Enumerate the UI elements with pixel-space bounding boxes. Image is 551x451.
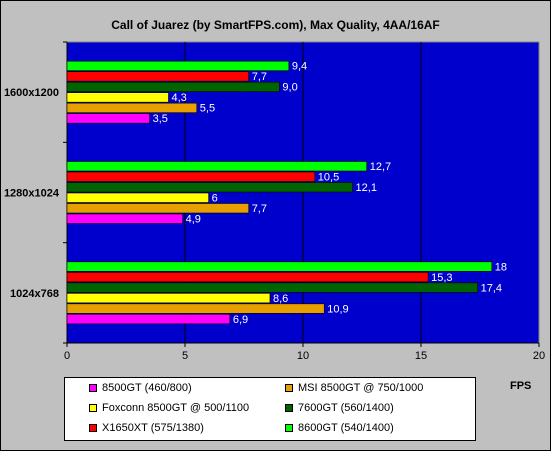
bar xyxy=(66,113,150,124)
data-label: 15,3 xyxy=(431,272,452,284)
x-tick-label: 5 xyxy=(182,350,188,362)
category-label: 1024x768 xyxy=(10,288,59,300)
data-label: 7,7 xyxy=(252,71,267,83)
category-label: 1600x1200 xyxy=(4,87,59,99)
legend-swatch xyxy=(285,384,293,392)
data-label: 12,1 xyxy=(356,182,377,194)
bar xyxy=(66,81,280,92)
data-label: 6,9 xyxy=(233,314,248,326)
bar xyxy=(66,293,271,304)
bar xyxy=(66,102,198,113)
bar xyxy=(66,303,325,314)
data-label: 10,5 xyxy=(318,172,339,184)
legend-label: 8600GT (540/1400) xyxy=(298,422,394,434)
legend-swatch xyxy=(89,404,97,412)
data-label: 8,6 xyxy=(273,293,288,305)
legend-swatch xyxy=(285,404,293,412)
data-label: 3,5 xyxy=(153,113,168,125)
data-label: 5,5 xyxy=(200,103,215,115)
bar xyxy=(66,92,169,103)
legend-label: MSI 8500GT @ 750/1000 xyxy=(298,382,424,394)
data-label: 10,9 xyxy=(327,303,348,315)
x-axis-label: FPS xyxy=(510,380,532,392)
legend-label: X1650XT (575/1380) xyxy=(102,422,204,434)
bar xyxy=(66,261,493,272)
data-label: 9,0 xyxy=(282,82,297,94)
legend-swatch xyxy=(89,424,97,432)
legend-item: X1650XT (575/1380) xyxy=(89,422,204,434)
bar xyxy=(66,71,250,82)
x-tick-label: 10 xyxy=(297,350,309,362)
data-label: 6 xyxy=(212,193,218,205)
bar xyxy=(66,314,231,325)
data-label: 17,4 xyxy=(481,282,502,294)
legend-label: 7600GT (560/1400) xyxy=(298,402,394,414)
category-label: 1280x1024 xyxy=(4,188,60,200)
chart-title: Call of Juarez (by SmartFPS.com), Max Qu… xyxy=(111,18,440,32)
bar xyxy=(66,192,209,203)
data-label: 7,7 xyxy=(252,203,267,215)
legend-item: 8500GT (460/800) xyxy=(89,382,192,394)
data-label: 12,7 xyxy=(370,161,391,173)
bar xyxy=(66,161,368,172)
legend-item: 7600GT (560/1400) xyxy=(285,402,394,414)
legend-label: 8500GT (460/800) xyxy=(102,382,192,394)
legend: 8500GT (460/800) MSI 8500GT @ 750/1000 Fox… xyxy=(64,377,476,441)
x-tick-label: 15 xyxy=(415,350,427,362)
bar xyxy=(66,213,183,224)
data-label: 9,4 xyxy=(292,61,307,73)
legend-item: 8600GT (540/1400) xyxy=(285,422,394,434)
bar xyxy=(66,171,316,182)
data-label: 4,3 xyxy=(171,92,186,104)
legend-label: Foxconn 8500GT @ 500/1100 xyxy=(102,402,250,414)
legend-swatch xyxy=(285,424,293,432)
data-label: 4,9 xyxy=(186,214,201,226)
data-label: 18 xyxy=(495,261,507,273)
bar xyxy=(66,60,290,71)
x-tick-label: 20 xyxy=(533,350,545,362)
x-tick-label: 0 xyxy=(64,350,70,362)
legend-swatch xyxy=(89,384,97,392)
legend-item: Foxconn 8500GT @ 500/1100 xyxy=(89,402,249,414)
bar xyxy=(66,272,429,283)
bar xyxy=(66,282,478,293)
legend-item: MSI 8500GT @ 750/1000 xyxy=(285,382,423,394)
bar xyxy=(66,203,250,214)
bar xyxy=(66,182,353,193)
